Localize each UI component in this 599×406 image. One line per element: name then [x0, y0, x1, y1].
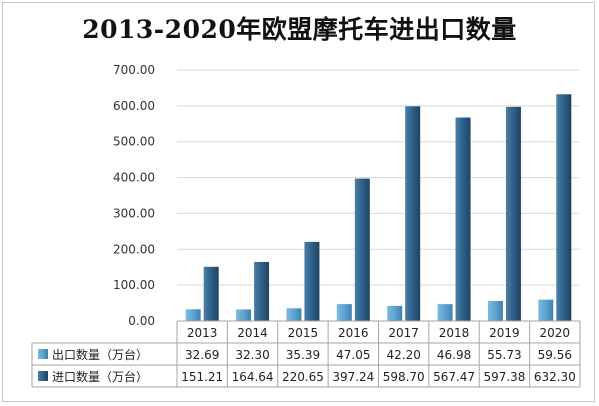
data-label: 42.20	[387, 348, 421, 362]
data-label: 220.65	[282, 370, 324, 384]
data-label: 567.47	[433, 370, 475, 384]
data-table: 2013 2014 2015 2016 2017 2018 2019 2020 出口数量（万台）…	[31, 320, 581, 388]
bar-import-2016	[354, 178, 370, 321]
data-label: 598.70	[383, 370, 425, 384]
bar-export-2018	[437, 304, 453, 321]
x-category-label: 2016	[338, 326, 369, 340]
bar-import-2017	[405, 106, 421, 321]
bar-export-2013	[185, 309, 201, 321]
legend-label-export: 出口数量（万台）	[52, 347, 148, 362]
legend-key-import	[38, 371, 48, 381]
legend-label-import: 进口数量（万台）	[52, 369, 148, 384]
x-category-label: 2014	[237, 326, 268, 340]
x-category-label: 2019	[489, 326, 520, 340]
y-tick-label: 700.00	[113, 63, 155, 77]
x-category-label: 2018	[439, 326, 470, 340]
y-tick-label: 200.00	[113, 242, 155, 256]
bar-import-2015	[304, 241, 320, 321]
bar-export-2014	[236, 309, 252, 321]
y-tick-label: 400.00	[113, 171, 155, 185]
data-label: 151.21	[181, 370, 223, 384]
x-category-label: 2020	[540, 326, 571, 340]
y-tick-label: 500.00	[113, 135, 155, 149]
data-label: 59.56	[538, 348, 572, 362]
chart-title: 2013-2020年欧盟摩托车进出口数量	[82, 15, 517, 44]
bar-import-2019	[505, 106, 521, 321]
chart-frame	[2, 2, 595, 402]
data-label: 632.30	[534, 370, 576, 384]
data-label: 32.30	[235, 348, 269, 362]
data-label: 597.38	[483, 370, 525, 384]
bar-import-2013	[203, 266, 219, 321]
bar-export-2016	[336, 304, 352, 321]
y-axis: 0.00 100.00 200.00 300.00 400.00 500.00 600.00…	[113, 63, 155, 328]
legend-key-export	[38, 349, 48, 359]
bar-export-2017	[387, 305, 403, 321]
data-label: 397.24	[332, 370, 374, 384]
data-label: 32.69	[185, 348, 219, 362]
y-tick-label: 100.00	[113, 278, 155, 292]
bar-import-2020	[556, 94, 572, 321]
x-category-label: 2013	[187, 326, 218, 340]
y-tick-label: 600.00	[113, 99, 155, 113]
bar-import-2014	[254, 261, 270, 321]
y-tick-label: 300.00	[113, 206, 155, 220]
x-category-label: 2017	[388, 326, 419, 340]
data-label: 46.98	[437, 348, 471, 362]
bar-import-2018	[455, 117, 471, 321]
x-category-label: 2015	[288, 326, 319, 340]
bar-export-2019	[487, 301, 503, 321]
data-label: 47.05	[336, 348, 370, 362]
data-label: 35.39	[286, 348, 320, 362]
y-tick-label: 0.00	[128, 314, 155, 328]
bar-export-2015	[286, 308, 302, 321]
data-label: 164.64	[232, 370, 274, 384]
data-label: 55.73	[487, 348, 521, 362]
bar-export-2020	[538, 299, 554, 321]
bars	[185, 94, 572, 321]
